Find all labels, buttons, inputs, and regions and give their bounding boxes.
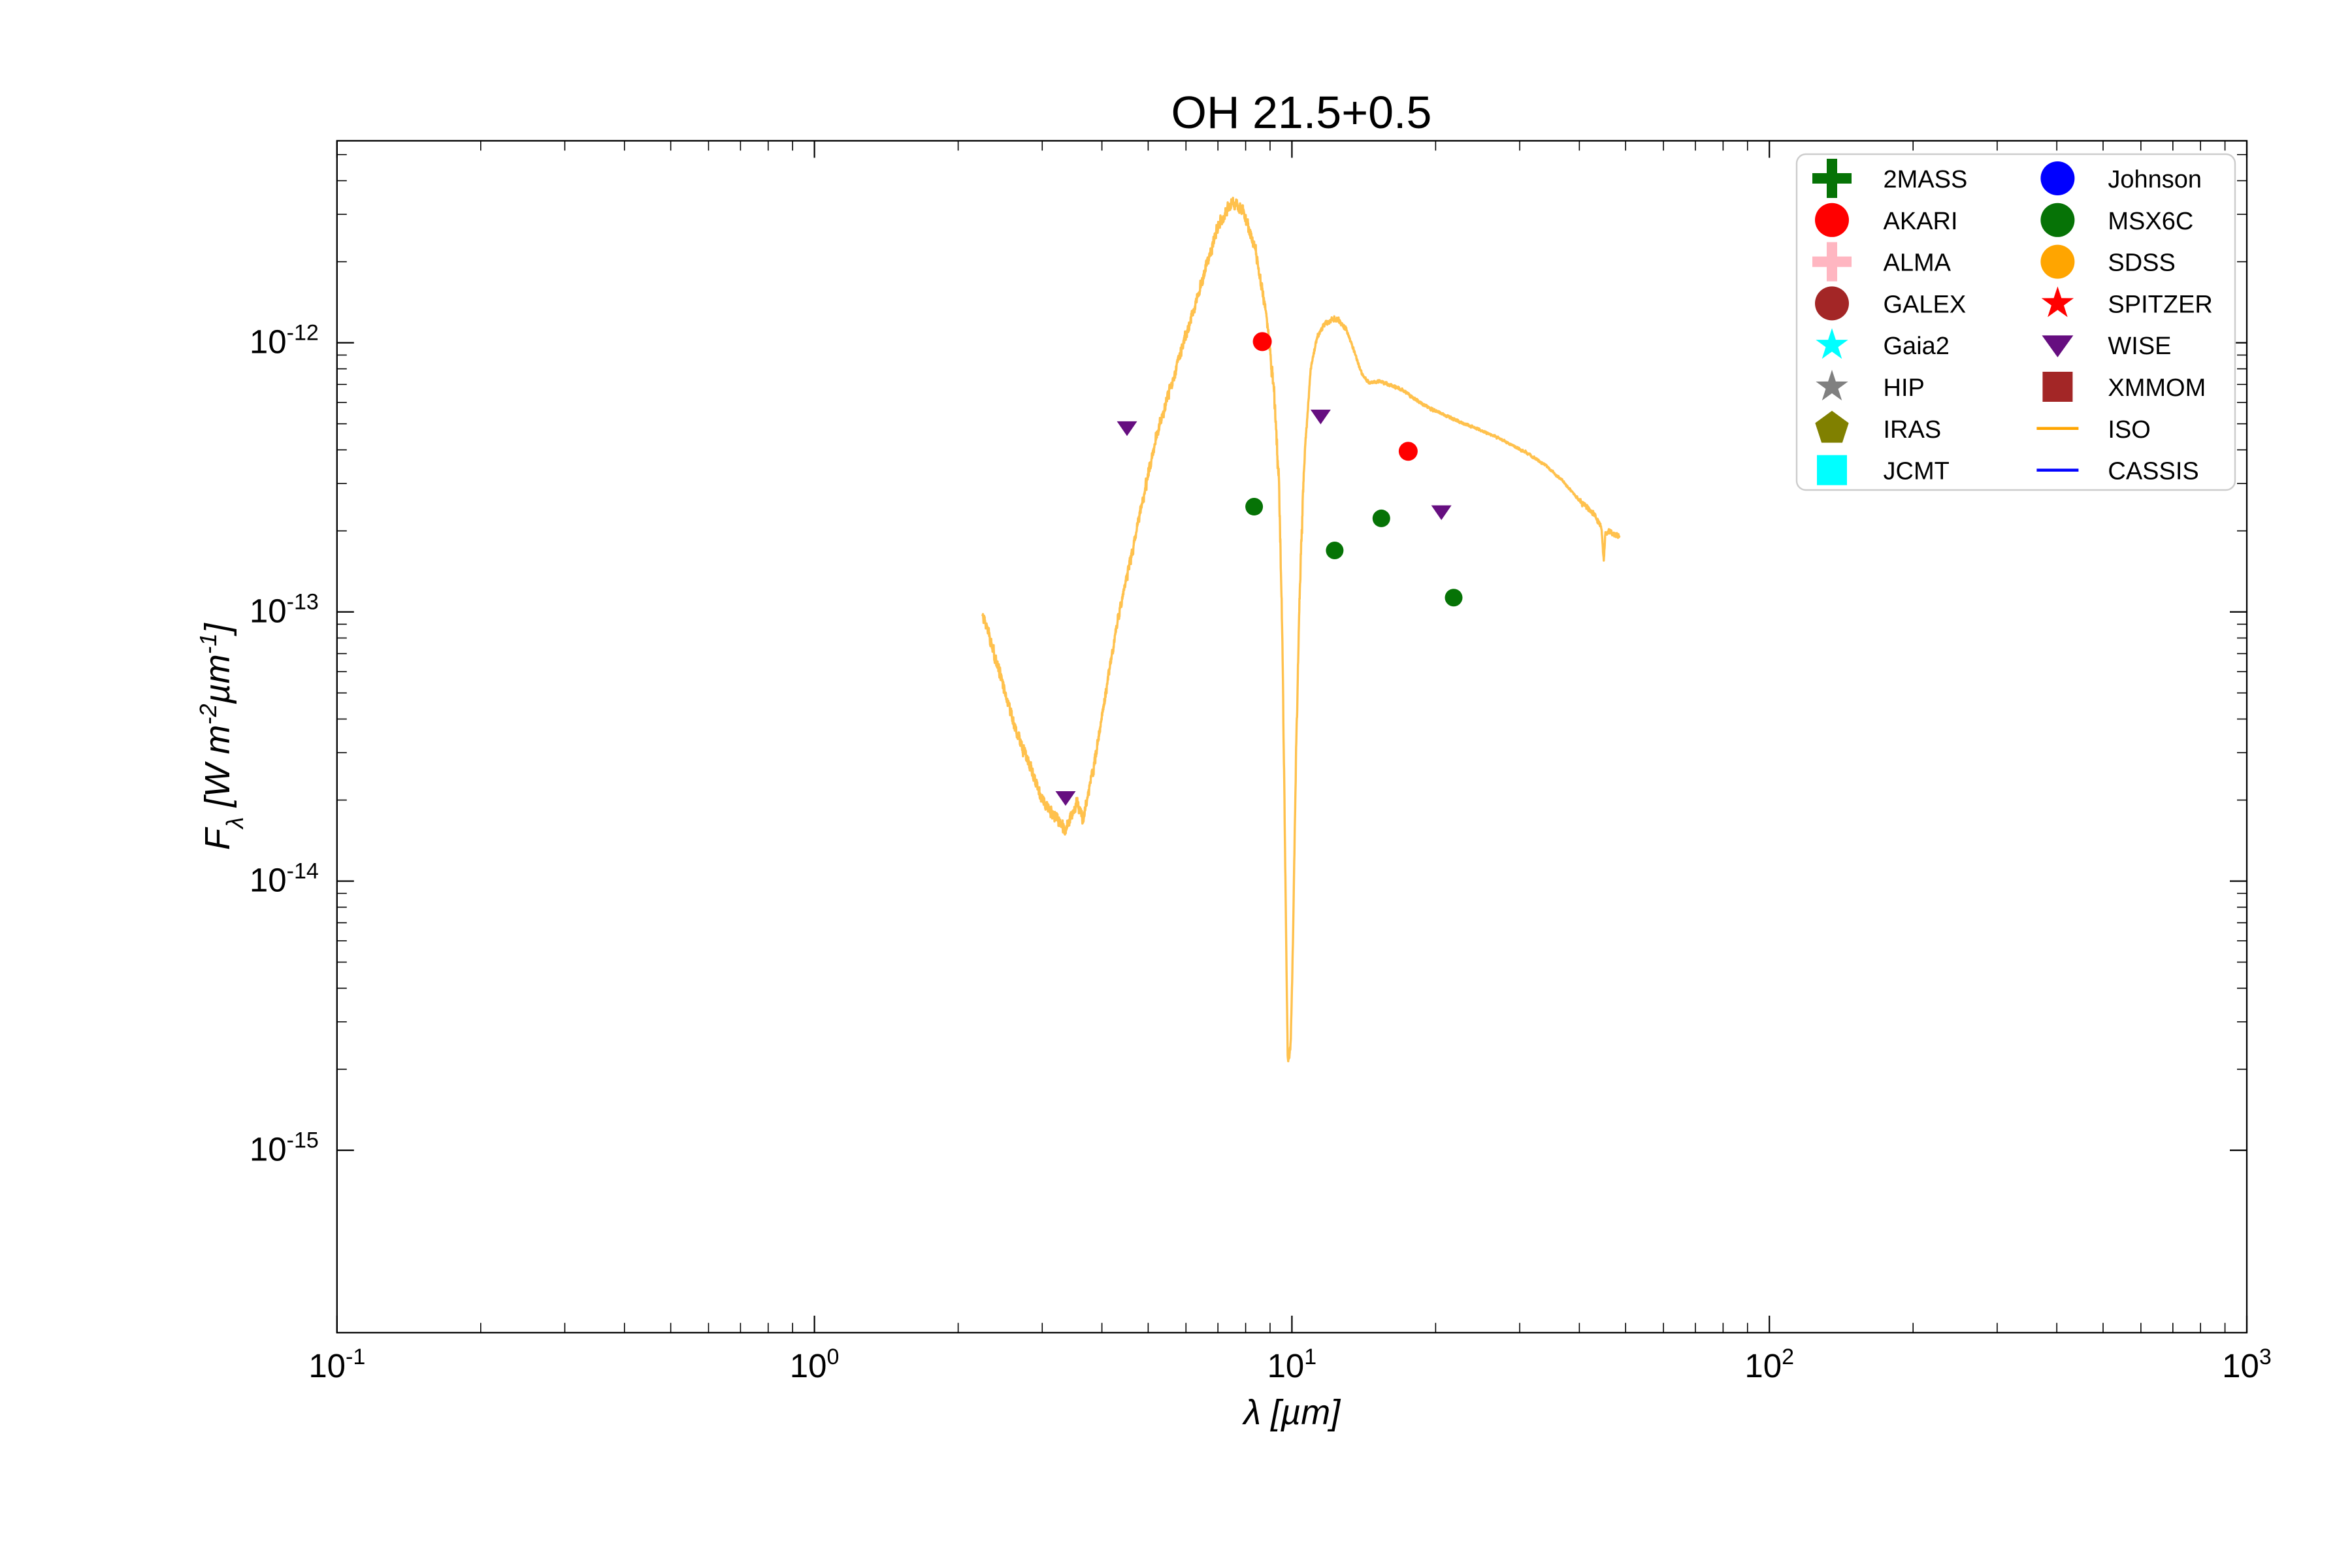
svg-text:CASSIS: CASSIS	[2108, 458, 2198, 485]
svg-text:Gaia2: Gaia2	[1884, 333, 1950, 360]
svg-text:GALEX: GALEX	[1884, 291, 1967, 318]
svg-text:ALMA: ALMA	[1884, 250, 1952, 277]
svg-text:SDSS: SDSS	[2108, 250, 2175, 277]
svg-text:OH 21.5+0.5: OH 21.5+0.5	[1171, 87, 1432, 138]
svg-text:Johnson: Johnson	[2108, 166, 2202, 193]
svg-text:WISE: WISE	[2108, 333, 2171, 360]
svg-text:XMMOM: XMMOM	[2108, 374, 2206, 402]
svg-text:HIP: HIP	[1884, 374, 1925, 402]
svg-text:MSX6C: MSX6C	[2108, 208, 2193, 235]
svg-text:λ [µm]: λ [µm]	[1242, 1393, 1342, 1432]
svg-text:IRAS: IRAS	[1884, 416, 1942, 444]
svg-text:AKARI: AKARI	[1884, 208, 1958, 235]
svg-text:ISO: ISO	[2108, 416, 2150, 444]
svg-text:2MASS: 2MASS	[1884, 166, 1968, 193]
svg-text:SPITZER: SPITZER	[2108, 291, 2212, 318]
svg-text:JCMT: JCMT	[1884, 458, 1950, 485]
